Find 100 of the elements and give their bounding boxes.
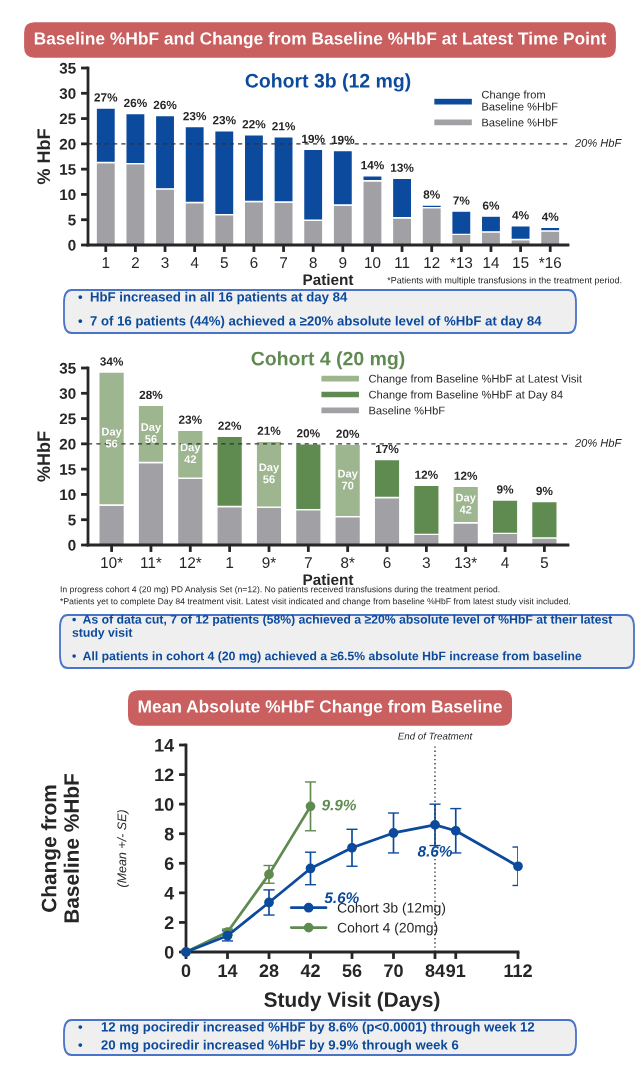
total-label: 7%: [453, 196, 470, 205]
x-tick-label: 84: [425, 964, 445, 978]
text: (Mean +/- SE): [117, 810, 129, 887]
total-label: 9%: [536, 486, 553, 496]
x-tick-label: 7: [304, 557, 312, 568]
annotation: Day 56: [102, 427, 122, 448]
x-tick-label: 9*: [262, 557, 276, 569]
y-tick-label: 0: [164, 945, 174, 959]
x-tick-label: 42: [300, 964, 320, 977]
y-tick-label: 12: [155, 768, 174, 782]
bar: [421, 206, 443, 245]
total-label: 13%: [391, 163, 414, 172]
legend-label: Change from Baseline %HbF at Latest Visit: [369, 374, 582, 385]
total-label: 14%: [361, 161, 384, 170]
legend-label: Change from Baseline %HbF at Day 84: [369, 390, 563, 401]
x-tick-label: 3: [422, 557, 430, 569]
y-axis-title: Change from Baseline %HbF: [41, 774, 79, 923]
x-axis-title: Study Visit (Days): [264, 991, 440, 1012]
x-tick-label: 11*: [141, 557, 162, 568]
total-label: 12%: [415, 470, 438, 479]
total-label: 20%: [336, 429, 360, 438]
total-label: 22%: [242, 120, 266, 129]
text: • 7 of 16 patients (44%) achieved a ≥20% absolute level of %HbF at day 84: [78, 315, 542, 329]
total-label: 19%: [331, 135, 355, 145]
point: [388, 828, 399, 838]
x-tick-label: 70: [384, 964, 403, 978]
x-tick-label: 14: [483, 257, 500, 268]
legend-label: Baseline %HbF: [482, 118, 558, 127]
total-label: 34%: [100, 357, 124, 366]
point: [305, 863, 316, 874]
x-tick-label: 9: [339, 257, 347, 269]
annotation: Day 56: [259, 463, 280, 484]
x-tick-label: 11: [395, 257, 410, 268]
x-tick-label: 4: [190, 257, 199, 268]
total-label: 4%: [541, 212, 559, 221]
x-axis-title: Patient: [303, 573, 354, 586]
y-tick-label: 25: [59, 113, 76, 125]
x-tick-label: 12*: [179, 557, 202, 568]
x-tick-label: 0: [181, 964, 191, 978]
text: • 20 mg pociredir increased %HbF by 9.9% through week 6: [78, 1039, 459, 1053]
total-label: 23%: [212, 115, 236, 125]
text: Mean Absolute %HbF Change from Baseline: [138, 699, 502, 717]
y-tick-label: 20: [59, 138, 76, 150]
ref-line-label: End of Treatment: [398, 732, 473, 740]
y-tick-label: 10: [60, 489, 76, 501]
x-tick-label: 15: [513, 257, 529, 269]
text: *Patients yet to complete Day 84 treatment visit. Latest visit indicated and change from baseline %HbF from latest study visit included.: [60, 597, 570, 607]
y-tick-label: 14: [155, 739, 175, 752]
total-label: 21%: [272, 122, 296, 131]
total-label: 12%: [454, 471, 478, 480]
y-tick-label: 6: [164, 857, 174, 871]
total-label: 4%: [512, 211, 529, 220]
y-axis-title: % HbF: [36, 129, 51, 185]
chart-title: Cohort 3b (12 mg): [245, 73, 411, 92]
total-label: 22%: [218, 421, 242, 430]
legend-label: Baseline %HbF: [369, 406, 445, 415]
y-tick-label: 5: [68, 514, 76, 526]
x-tick-label: 2: [131, 257, 139, 268]
x-tick-label: 4: [501, 557, 509, 568]
x-tick-label: 1: [226, 557, 234, 568]
x-tick-label: 5: [540, 557, 548, 569]
y-tick-label: 15: [60, 164, 76, 175]
x-tick-label: 10: [365, 257, 381, 269]
y-tick-label: 35: [59, 362, 76, 374]
x-tick-label: 6: [383, 557, 391, 569]
y-tick-label: 0: [68, 239, 76, 251]
x-tick-label: 14: [218, 964, 238, 977]
y-axis-title: %HbF: [36, 431, 51, 482]
y-tick-label: 10: [155, 798, 174, 811]
x-tick-label: *13: [450, 257, 473, 269]
total-label: 8%: [423, 190, 440, 199]
annotation: Day 70: [338, 469, 358, 490]
legend-label: Cohort 4 (20mg): [337, 922, 438, 936]
y-tick-label: 2: [164, 916, 174, 929]
text: • As of data cut, 7 of 12 patients (58%) achieved a ≥20% absolute level of %HbF at their latest study visit: [72, 614, 613, 640]
bar: [510, 225, 531, 241]
point: [450, 825, 461, 836]
total-label: 28%: [139, 390, 163, 400]
text: Baseline %HbF and Change from Baseline %HbF at Latest Time Point: [34, 31, 607, 49]
point: [305, 801, 316, 812]
x-tick-label: 10*: [101, 557, 123, 569]
total-label: 23%: [183, 111, 207, 121]
y-tick-label: 15: [60, 464, 76, 475]
text: • All patients in cohort 4 (20 mg) achieved a ≥6.5% absolute HbF increase from baseline: [72, 651, 582, 663]
x-tick-label: 3: [161, 257, 169, 269]
y-tick-label: 10: [60, 189, 76, 201]
point: [264, 869, 274, 880]
x-tick-label: 7: [280, 257, 288, 268]
total-label: 26%: [153, 100, 177, 110]
chart-title: Cohort 4 (20 mg): [251, 351, 405, 370]
total-label: 21%: [257, 426, 281, 435]
x-axis-title: Patient: [303, 273, 354, 286]
y-tick-label: 35: [59, 62, 76, 74]
text: In progress cohort 4 (20 mg) PD Analysis Set (n=12). No patients received transfusions during the treatment period.: [60, 585, 500, 595]
text: *Patients with multiple transfusions in the treatment period.: [387, 276, 622, 286]
point: [347, 842, 357, 853]
y-tick-label: 25: [59, 413, 76, 425]
x-tick-label: 91: [446, 964, 466, 978]
text: • 12 mg pociredir increased %HbF by 8.6% (p<0.0001) through week 12: [78, 1021, 535, 1035]
data-label: 8.6%: [417, 845, 452, 857]
